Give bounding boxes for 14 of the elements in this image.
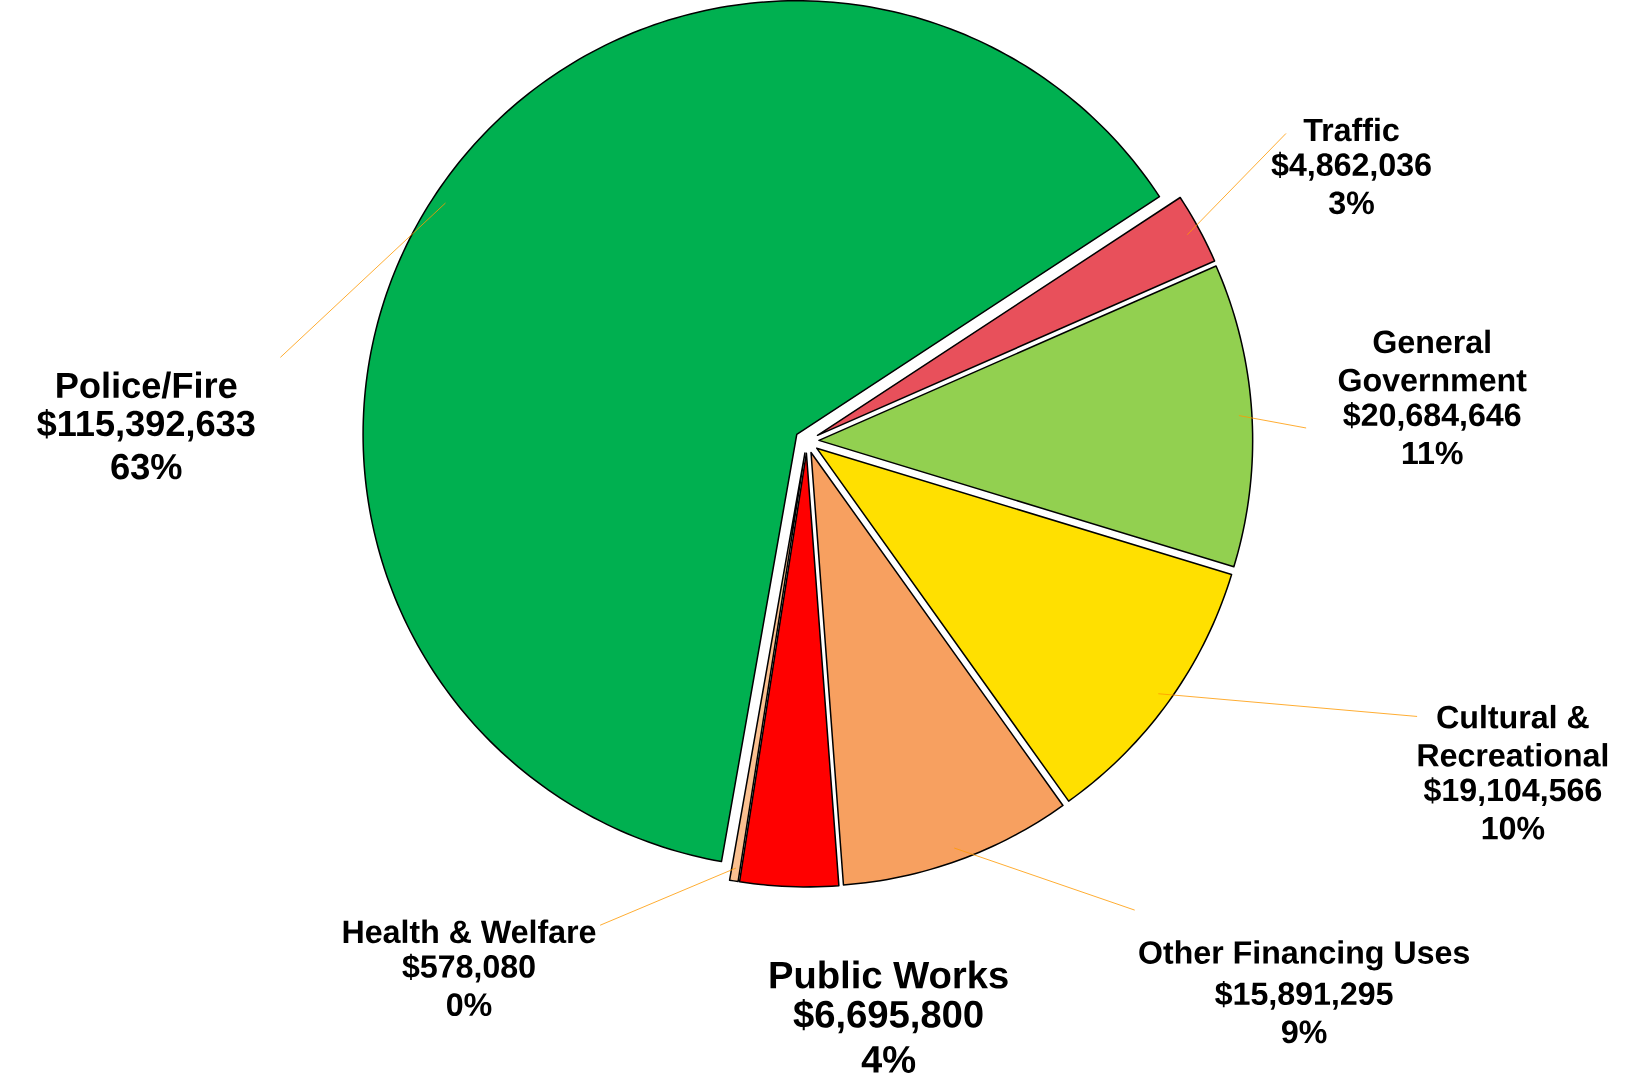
data-label: $20,684,646 11% xyxy=(1343,402,1521,465)
slice-label: Cultural & Recreational xyxy=(1418,704,1608,767)
slice-label: Police/Fire xyxy=(57,371,237,399)
data-label: $4,862,036 3% xyxy=(1271,151,1431,215)
data-label: $15,891,295 9% xyxy=(1215,980,1393,1044)
slice-label: Other Financing Uses xyxy=(1139,940,1469,971)
data-label: $115,392,633 63% xyxy=(37,409,255,480)
data-label: $6,695,800 4% xyxy=(793,999,983,1073)
data-label: $578,080 0% xyxy=(402,953,535,1017)
slice-label: Health & Welfare xyxy=(343,919,596,944)
slice-label: Traffic xyxy=(1303,117,1399,142)
slice-label: General Government xyxy=(1338,329,1527,392)
slice-label: Public Works xyxy=(770,960,1008,989)
data-label: $19,104,566 10% xyxy=(1423,777,1602,840)
